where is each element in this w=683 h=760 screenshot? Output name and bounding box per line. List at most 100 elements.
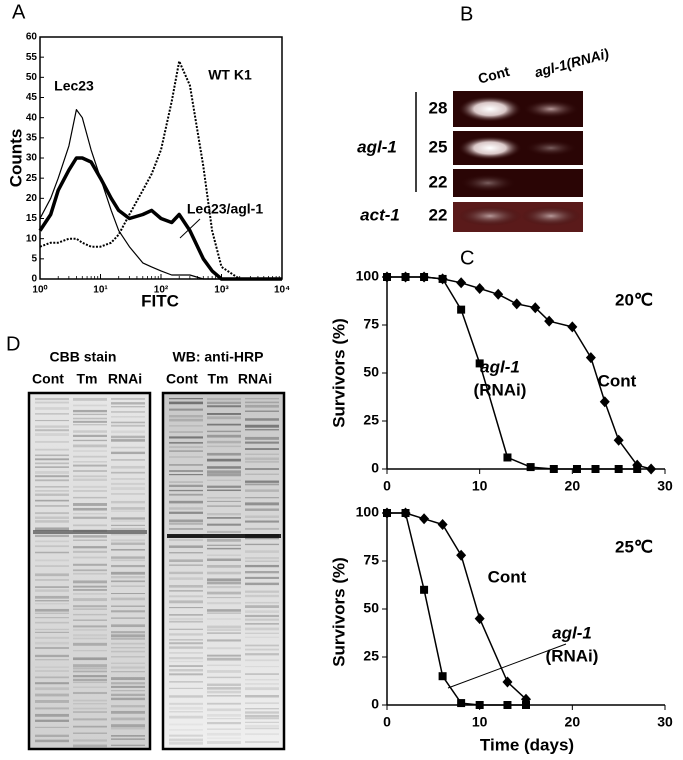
marker xyxy=(591,465,600,473)
gel-stripe xyxy=(245,717,279,720)
gel-stripe xyxy=(207,612,241,614)
y-tick-label: 0 xyxy=(371,696,379,712)
gel-stripe xyxy=(207,564,241,568)
marker xyxy=(400,271,411,283)
gel-stripe xyxy=(73,475,107,478)
gel-stripe xyxy=(73,667,107,670)
gel-stripe xyxy=(169,665,203,667)
gel-stripe xyxy=(35,527,69,531)
gel-stripe xyxy=(245,714,279,718)
gel-stripe xyxy=(73,589,107,591)
gel-stripe xyxy=(35,636,69,639)
gel-stripe xyxy=(35,516,69,519)
gel-stripe xyxy=(245,571,279,574)
gel-stripe xyxy=(207,405,241,408)
gel-stripe xyxy=(73,585,107,588)
gel-stripe xyxy=(73,675,107,678)
gel-stripe xyxy=(111,416,145,418)
gel-stripe xyxy=(207,702,241,705)
gel-stripe xyxy=(169,687,203,689)
gel-stripe xyxy=(111,631,145,634)
gel-stripe xyxy=(169,418,203,422)
y-tick-label: 25 xyxy=(363,648,379,664)
gel-stripe xyxy=(207,629,241,631)
gel-stripe xyxy=(245,666,279,668)
gel-stripe xyxy=(73,598,107,602)
gel-stripe xyxy=(207,398,241,401)
gel-stripe xyxy=(73,420,107,423)
gel-stripe xyxy=(169,446,203,448)
gel-stripe xyxy=(245,424,279,428)
gel-stripe xyxy=(245,398,279,400)
gel-stripe xyxy=(73,516,107,519)
gel-stripe xyxy=(35,603,69,605)
gel-stripe xyxy=(35,504,69,507)
gel-stripe xyxy=(207,676,241,679)
y-tick-label: 50 xyxy=(26,72,38,83)
gel-stripe xyxy=(111,556,145,559)
gel-stripe xyxy=(245,648,279,651)
marker xyxy=(613,434,624,446)
series-label: Cont xyxy=(488,567,527,586)
gel-stripe xyxy=(35,499,69,502)
gel-stripe xyxy=(169,595,203,598)
marker xyxy=(572,465,581,473)
gel-stripe xyxy=(73,450,107,452)
gel-stripe xyxy=(111,693,145,697)
gel-stripe xyxy=(169,668,203,672)
gel-stripe xyxy=(111,571,145,575)
gel-stripe xyxy=(169,484,203,488)
gel-stripe xyxy=(35,545,69,548)
gel-stripe xyxy=(73,593,107,595)
gel-stripe xyxy=(73,613,107,616)
gel-stripe xyxy=(169,552,203,554)
lane-label: Tm xyxy=(208,371,229,387)
gel-stripe xyxy=(73,725,107,728)
marker xyxy=(419,271,430,283)
gel-stripe xyxy=(207,585,241,589)
gel-stripe xyxy=(207,718,241,720)
gel-stripe xyxy=(207,440,241,444)
marker xyxy=(382,507,392,519)
gel-stripe xyxy=(35,676,69,679)
gel-stripe xyxy=(73,664,107,667)
x-tick-label: 10⁰ xyxy=(32,285,47,296)
gel-stripe xyxy=(245,659,279,662)
gel-stripe xyxy=(111,685,145,688)
gel-stripe xyxy=(207,708,241,712)
gel-stripe xyxy=(207,500,241,502)
gel-stripe xyxy=(35,512,69,515)
gel-stripe xyxy=(35,433,69,437)
gel-stripe xyxy=(73,490,107,492)
x-tick-label: 30 xyxy=(657,714,673,730)
gene-label: agl-1 xyxy=(357,137,397,156)
lane-label: Cont xyxy=(32,371,64,387)
gel-stripe xyxy=(111,421,145,424)
series-label: Lec23/agl-1 xyxy=(187,201,263,217)
gel-stripe xyxy=(245,636,279,638)
gel-stripe xyxy=(245,404,279,408)
gel-stripe xyxy=(207,618,241,620)
gel-stripe xyxy=(35,666,69,668)
gel-stripe xyxy=(207,683,241,686)
gel-title: CBB stain xyxy=(50,349,117,365)
gel-stripe xyxy=(245,453,279,455)
series-label: agl-1 xyxy=(480,357,520,376)
x-axis-label: Time (days) xyxy=(480,735,574,754)
x-tick-label: 0 xyxy=(383,478,391,494)
gel-stripe xyxy=(111,650,145,653)
gel-stripe xyxy=(73,670,107,673)
pointer xyxy=(447,643,567,689)
gel-stripe xyxy=(35,429,69,432)
gel-stripe xyxy=(207,670,241,673)
gel-stripe xyxy=(73,513,107,515)
gel-stripe xyxy=(111,533,145,536)
gel-stripe xyxy=(245,502,279,506)
marker xyxy=(400,507,411,519)
gel-stripe xyxy=(111,451,145,455)
gel-stripe xyxy=(111,671,145,673)
gel-stripe xyxy=(35,493,69,496)
gel-stripe xyxy=(73,642,107,646)
gel-stripe xyxy=(169,614,203,616)
gel-stripe xyxy=(169,450,203,452)
